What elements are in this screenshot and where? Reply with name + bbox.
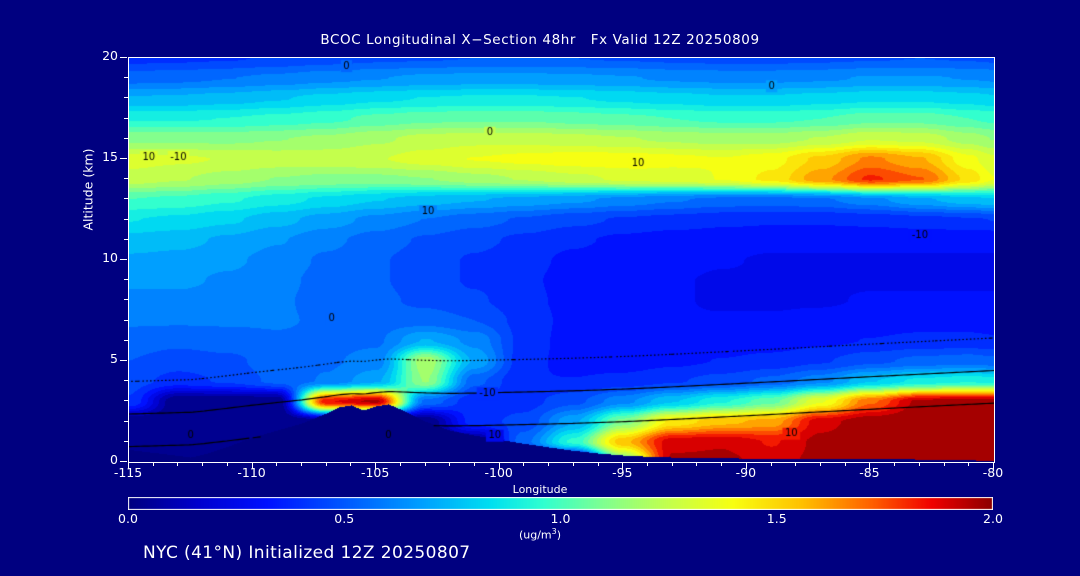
x-tick-minor bbox=[177, 462, 179, 466]
x-tick-minor bbox=[597, 462, 599, 466]
footer-caption: NYC (41°N) Initialized 12Z 20250807 bbox=[143, 543, 471, 563]
x-tick-minor bbox=[671, 462, 673, 466]
x-tick-major bbox=[993, 462, 994, 469]
x-tick-minor bbox=[820, 462, 821, 466]
colorbar-units-text: (ug/m bbox=[518, 528, 552, 542]
x-tick-label: -115 bbox=[113, 465, 143, 480]
colorbar-units-close: ) bbox=[556, 528, 562, 542]
y-tick-minor bbox=[124, 319, 128, 321]
colorbar-tick-label: 1.5 bbox=[766, 511, 787, 526]
colorbar-units: (ug/m3) bbox=[0, 527, 1080, 542]
x-tick-label: -105 bbox=[360, 465, 390, 480]
y-tick-minor bbox=[124, 238, 128, 240]
y-tick-minor bbox=[124, 137, 128, 139]
x-tick-minor bbox=[572, 462, 574, 466]
plot-area bbox=[128, 57, 995, 463]
x-tick-minor bbox=[276, 462, 278, 466]
x-tick-minor bbox=[424, 462, 426, 466]
colorbar-tick-label: 0.5 bbox=[334, 511, 355, 526]
x-tick-minor bbox=[523, 462, 525, 466]
y-tick-minor bbox=[124, 420, 128, 422]
x-axis-label-text: Longitude bbox=[512, 483, 568, 496]
x-tick-minor bbox=[399, 462, 401, 466]
x-tick-label: -95 bbox=[612, 465, 633, 480]
x-axis-label: Longitude bbox=[0, 483, 1080, 496]
x-tick-minor bbox=[696, 462, 698, 466]
y-tick-minor bbox=[124, 279, 128, 281]
y-tick-minor bbox=[124, 97, 128, 99]
x-tick-major bbox=[869, 462, 871, 469]
colorbar-units-exponent: 3 bbox=[551, 527, 557, 536]
x-tick-major bbox=[622, 462, 624, 469]
colorbar-tick-labels: 0.0 0.5 1.0 1.5 2.0 bbox=[0, 512, 1080, 528]
x-tick-minor bbox=[721, 462, 723, 466]
x-tick-major bbox=[498, 462, 500, 469]
x-tick-minor bbox=[548, 462, 550, 466]
x-tick-minor bbox=[202, 462, 204, 466]
y-tick-label: 5 bbox=[110, 351, 118, 366]
colorbar-tick-label: 1.0 bbox=[550, 511, 571, 526]
y-tick-minor bbox=[124, 77, 128, 79]
colorbar-tick-label: 2.0 bbox=[983, 511, 1003, 526]
x-tick-minor bbox=[474, 462, 475, 466]
colorbar bbox=[128, 497, 993, 510]
x-tick-minor bbox=[449, 462, 451, 466]
y-tick-major bbox=[120, 57, 127, 58]
y-tick-minor bbox=[124, 117, 128, 119]
y-axis-label-text: Altitude (km) bbox=[80, 148, 96, 231]
x-tick-minor bbox=[918, 462, 920, 466]
x-tick-minor bbox=[226, 462, 228, 466]
y-tick-minor bbox=[124, 218, 128, 220]
x-tick-minor bbox=[968, 462, 970, 466]
y-tick-label: 10 bbox=[102, 250, 118, 265]
y-tick-major bbox=[120, 259, 127, 260]
y-tick-label: 15 bbox=[102, 149, 118, 164]
y-tick-minor bbox=[124, 198, 128, 200]
x-tick-minor bbox=[647, 462, 648, 466]
x-tick-label: -100 bbox=[484, 465, 513, 480]
y-tick-minor bbox=[124, 440, 128, 442]
y-axis: 0 5 10 15 20 bbox=[0, 0, 124, 576]
y-tick-major bbox=[120, 461, 127, 462]
x-tick-minor bbox=[943, 462, 945, 466]
colorbar-tick-label: 0.0 bbox=[118, 511, 138, 526]
x-tick-minor bbox=[770, 462, 772, 466]
x-tick-minor bbox=[301, 462, 302, 466]
x-tick-label: -110 bbox=[237, 465, 266, 480]
x-tick-label: -85 bbox=[859, 465, 880, 480]
x-tick-label: -90 bbox=[735, 465, 757, 480]
y-axis-label: Altitude (km) bbox=[81, 149, 96, 231]
y-tick-minor bbox=[124, 400, 128, 402]
x-tick-major bbox=[251, 462, 253, 469]
heatmap-canvas bbox=[129, 58, 994, 462]
x-tick-minor bbox=[894, 462, 896, 466]
x-tick-minor bbox=[350, 462, 352, 466]
colorbar-gradient bbox=[128, 497, 993, 510]
y-tick-minor bbox=[124, 178, 128, 180]
y-tick-minor bbox=[124, 299, 128, 301]
x-tick-minor bbox=[325, 462, 327, 466]
y-tick-minor bbox=[124, 380, 128, 382]
y-tick-major bbox=[120, 360, 127, 361]
y-tick-label: 20 bbox=[102, 48, 118, 63]
x-tick-major bbox=[745, 462, 747, 469]
x-axis: -115 -110 -105 -100 -95 -90 -85 -80 bbox=[0, 466, 1080, 486]
y-tick-label: 0 bbox=[110, 452, 118, 467]
x-tick-major bbox=[375, 462, 377, 469]
y-tick-major bbox=[120, 158, 127, 159]
chart-title: BCOC Longitudinal X−Section 48hr Fx Vali… bbox=[320, 32, 760, 48]
x-tick-label: -80 bbox=[982, 465, 1004, 480]
x-tick-minor bbox=[795, 462, 797, 466]
x-tick-major bbox=[128, 462, 129, 469]
x-tick-minor bbox=[844, 462, 846, 466]
y-tick-minor bbox=[124, 339, 128, 341]
x-tick-minor bbox=[152, 462, 154, 466]
